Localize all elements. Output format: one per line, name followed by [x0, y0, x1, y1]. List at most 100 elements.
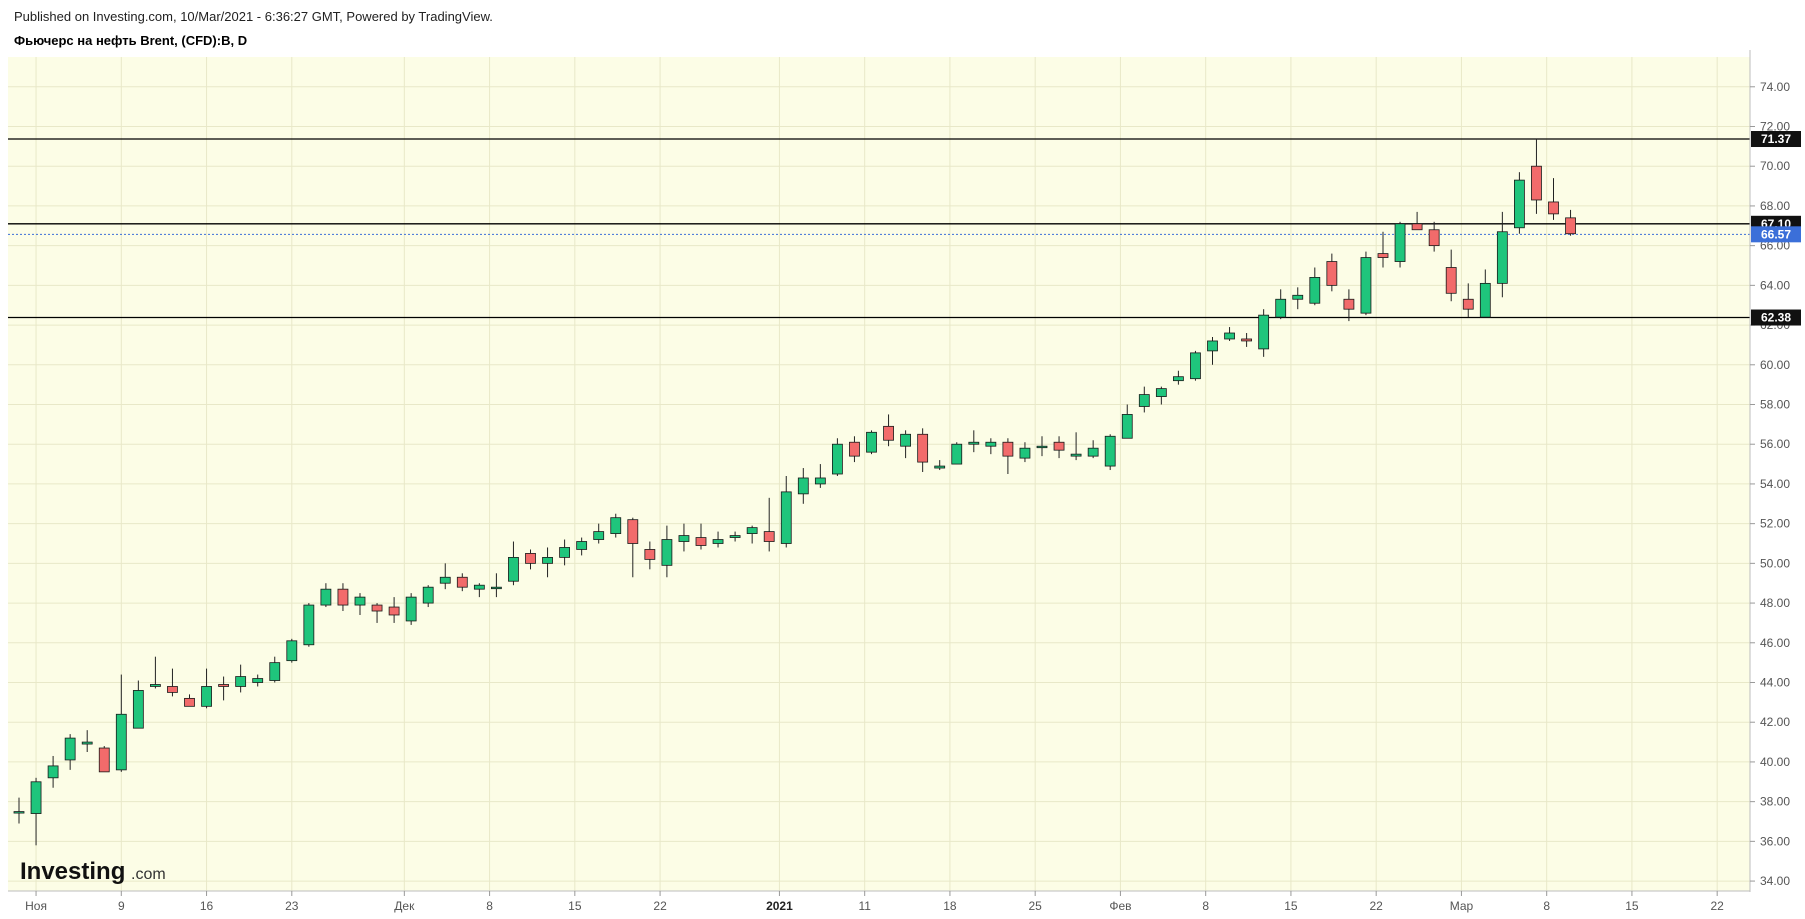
candle-body-down[interactable]	[763, 531, 775, 542]
candle[interactable]	[1087, 440, 1099, 459]
candle-body-up[interactable]	[235, 676, 247, 687]
candle-body-down[interactable]	[184, 697, 195, 707]
candle-body-down[interactable]	[167, 686, 178, 693]
candle[interactable]	[661, 525, 673, 578]
candle-body-up[interactable]	[115, 713, 127, 771]
candle-body-down[interactable]	[1445, 267, 1457, 294]
candle-body-up[interactable]	[508, 557, 519, 582]
candle[interactable]	[1548, 178, 1559, 220]
candle-body-up[interactable]	[610, 517, 622, 534]
candle-body-up[interactable]	[576, 541, 588, 550]
candle-body-up[interactable]	[269, 662, 281, 681]
candle[interactable]	[951, 442, 963, 465]
candle-body-up[interactable]	[320, 588, 332, 606]
candle[interactable]	[934, 460, 946, 471]
candle[interactable]	[371, 603, 383, 623]
candle[interactable]	[559, 539, 570, 566]
candle-body-up[interactable]	[64, 737, 76, 761]
candle[interactable]	[473, 583, 485, 598]
candle-body-up[interactable]	[559, 547, 570, 558]
candle[interactable]	[593, 523, 605, 544]
candle[interactable]	[30, 777, 42, 846]
candle[interactable]	[1496, 211, 1508, 298]
candle-body-down[interactable]	[1002, 441, 1014, 457]
candle[interactable]	[286, 638, 298, 663]
candle-body-down[interactable]	[1565, 217, 1576, 235]
candle-body-down[interactable]	[218, 684, 230, 687]
candle-body-up[interactable]	[354, 596, 366, 606]
candle-body-up[interactable]	[422, 586, 434, 604]
candle-body-up[interactable]	[1036, 445, 1048, 449]
candle-body-up[interactable]	[490, 586, 502, 590]
candle[interactable]	[1190, 350, 1201, 381]
candle[interactable]	[1241, 333, 1252, 347]
candle-body-down[interactable]	[388, 606, 400, 616]
candle[interactable]	[149, 656, 161, 689]
candle[interactable]	[1531, 138, 1542, 214]
candle-body-up[interactable]	[473, 584, 485, 590]
candle-body-up[interactable]	[405, 596, 417, 622]
candle-body-up[interactable]	[814, 477, 826, 485]
candle-body-down[interactable]	[1326, 261, 1338, 286]
candle[interactable]	[1121, 404, 1133, 439]
candle-body-up[interactable]	[1070, 453, 1082, 457]
candle[interactable]	[525, 549, 536, 570]
candle-body-up[interactable]	[1224, 332, 1235, 340]
candle-body-up[interactable]	[1479, 282, 1491, 318]
candle[interactable]	[252, 674, 264, 687]
candle-body-up[interactable]	[832, 443, 843, 475]
candle-body-up[interactable]	[1173, 376, 1184, 382]
candle-body-up[interactable]	[30, 781, 42, 814]
candle-body-down[interactable]	[917, 433, 929, 463]
candle-body-down[interactable]	[883, 425, 894, 441]
candle-body-up[interactable]	[439, 576, 451, 584]
candle[interactable]	[729, 531, 741, 542]
candle[interactable]	[490, 573, 502, 598]
candle-body-up[interactable]	[1394, 223, 1406, 262]
candle-body-up[interactable]	[661, 539, 673, 566]
candle-body-up[interactable]	[252, 678, 264, 683]
candle[interactable]	[269, 656, 281, 683]
candle-body-up[interactable]	[1087, 447, 1099, 457]
candle-body-up[interactable]	[1207, 340, 1218, 352]
candle-body-up[interactable]	[542, 557, 553, 564]
candle-body-up[interactable]	[746, 527, 758, 534]
candle[interactable]	[832, 438, 843, 476]
candle[interactable]	[1138, 386, 1150, 413]
candle-body-down[interactable]	[1343, 298, 1355, 310]
candle[interactable]	[320, 583, 332, 608]
candle-body-up[interactable]	[797, 477, 809, 495]
candle-body-up[interactable]	[712, 539, 724, 544]
candle[interactable]	[1565, 209, 1576, 236]
candle[interactable]	[678, 523, 690, 552]
candle[interactable]	[763, 497, 775, 552]
candle-body-up[interactable]	[678, 535, 690, 542]
candle[interactable]	[814, 464, 826, 488]
candle[interactable]	[1224, 327, 1235, 341]
candle[interactable]	[1462, 283, 1474, 318]
candle-body-down[interactable]	[644, 549, 656, 560]
candle[interactable]	[439, 563, 451, 590]
candle[interactable]	[508, 541, 519, 586]
candle-body-up[interactable]	[934, 465, 946, 469]
candle[interactable]	[542, 547, 553, 578]
candle-body-up[interactable]	[729, 535, 741, 538]
candle[interactable]	[917, 428, 929, 473]
candle[interactable]	[1104, 434, 1116, 471]
candle-body-up[interactable]	[900, 433, 911, 447]
candle[interactable]	[1514, 172, 1525, 234]
candle-body-down[interactable]	[849, 441, 860, 457]
candle[interactable]	[1036, 436, 1048, 457]
candle-body-up[interactable]	[968, 441, 980, 445]
candle-body-up[interactable]	[1121, 414, 1133, 439]
candle-body-up[interactable]	[985, 441, 997, 447]
candle-body-up[interactable]	[81, 741, 93, 745]
candle[interactable]	[644, 541, 656, 570]
candle-body-down[interactable]	[1462, 298, 1474, 310]
candle[interactable]	[1053, 436, 1065, 459]
candle-body-up[interactable]	[593, 531, 605, 540]
candle-body-down[interactable]	[456, 576, 468, 588]
candle[interactable]	[1207, 336, 1218, 365]
candle[interactable]	[1309, 267, 1321, 306]
candle-body-up[interactable]	[1138, 394, 1150, 407]
